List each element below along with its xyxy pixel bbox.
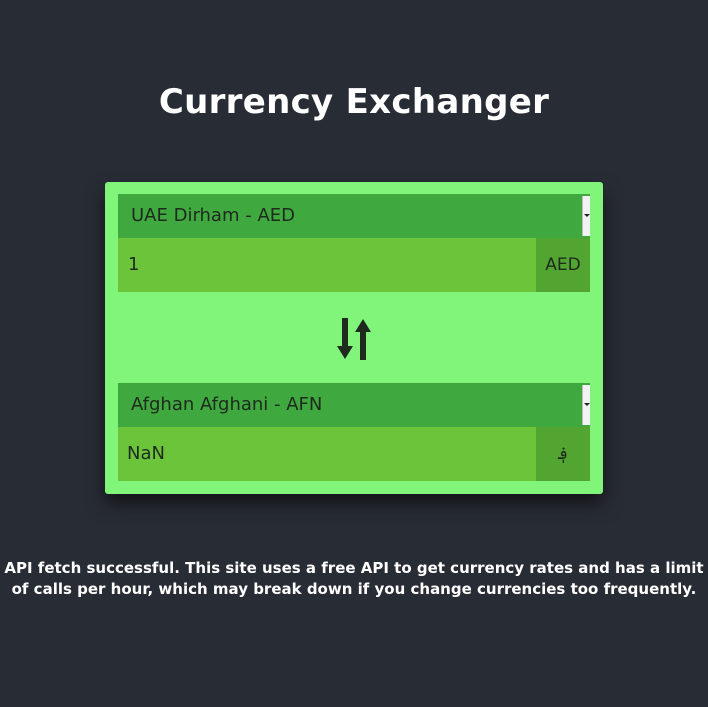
to-dropdown-arrow-icon[interactable] xyxy=(582,385,590,425)
from-currency-select[interactable]: UAE Dirham - AED xyxy=(118,194,590,238)
to-currency-select[interactable]: Afghan Afghani - AFN xyxy=(118,383,590,427)
from-amount-input[interactable]: 1 xyxy=(118,238,536,292)
from-amount-row: 1 AED xyxy=(118,238,590,292)
to-amount-row: NaN ؋ xyxy=(118,427,590,481)
page-title: Currency Exchanger xyxy=(158,82,550,122)
from-dropdown-arrow-icon[interactable] xyxy=(582,196,590,236)
status-message: API fetch successful. This site uses a f… xyxy=(4,559,704,598)
from-currency-label: UAE Dirham - AED xyxy=(131,205,295,226)
to-currency-symbol: ؋ xyxy=(536,427,590,481)
converter-card: UAE Dirham - AED 1 AED Afghan Afghani - … xyxy=(105,182,603,494)
swap-vertical-icon[interactable] xyxy=(337,318,371,360)
from-currency-code: AED xyxy=(536,238,590,292)
to-amount-output: NaN xyxy=(118,427,536,481)
to-currency-label: Afghan Afghani - AFN xyxy=(131,394,323,415)
